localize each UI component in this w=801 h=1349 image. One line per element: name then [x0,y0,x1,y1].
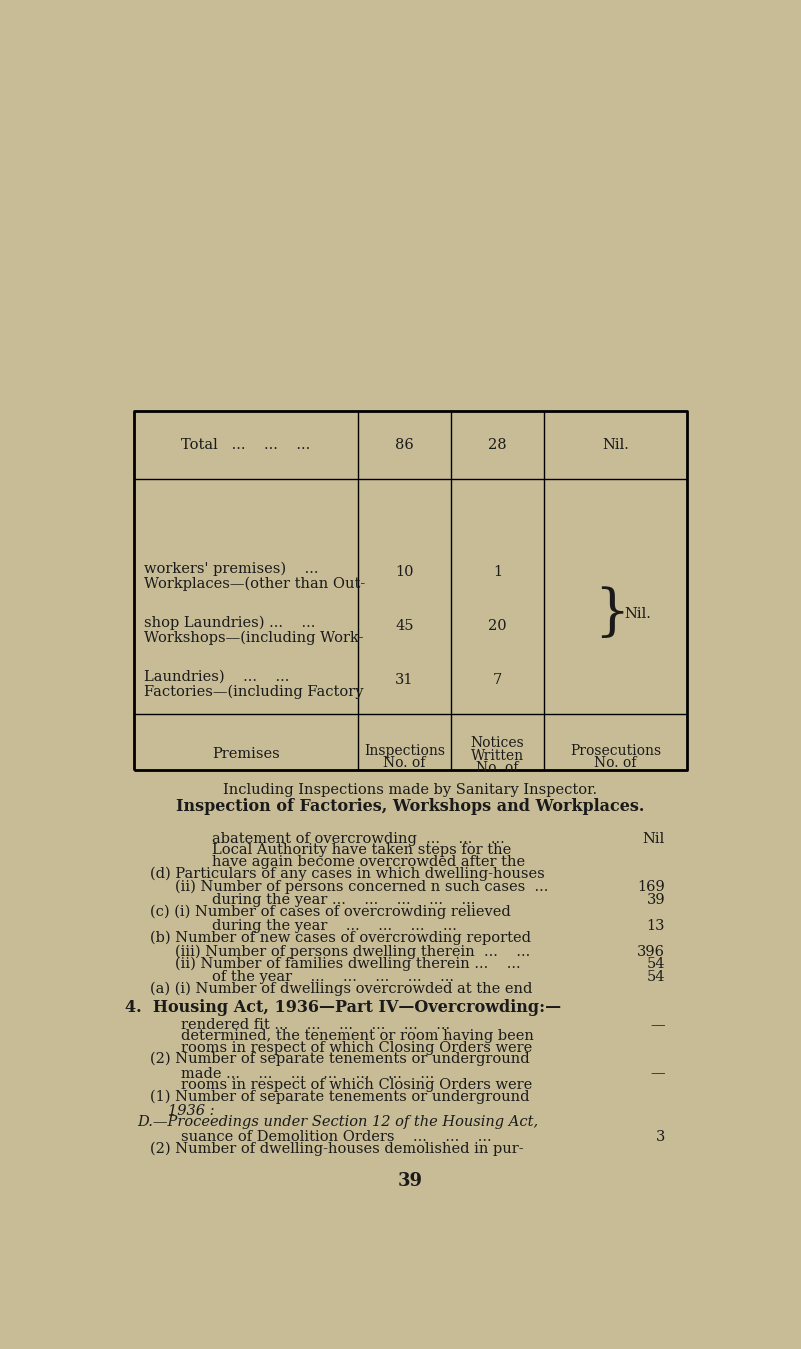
Text: No. of: No. of [594,755,637,770]
Text: 45: 45 [395,619,413,633]
Text: Factories—(including Factory: Factories—(including Factory [143,684,363,699]
Text: Total   ...    ...    ...: Total ... ... ... [181,438,311,452]
Text: 169: 169 [638,880,665,893]
Text: suance of Demolition Orders    ...    ...    ...: suance of Demolition Orders ... ... ... [181,1130,492,1144]
Text: 1: 1 [493,565,502,579]
Text: (2) Number of separate tenements or underground: (2) Number of separate tenements or unde… [150,1052,529,1067]
Text: D.—Proceedings under Section 12 of the Housing Act,: D.—Proceedings under Section 12 of the H… [138,1116,538,1129]
Text: Laundries)    ...    ...: Laundries) ... ... [143,670,289,684]
Text: during the year ...    ...    ...    ...    ...: during the year ... ... ... ... ... [211,893,475,907]
Text: 7: 7 [493,673,502,687]
Text: Nil: Nil [642,832,665,846]
Text: during the year    ...    ...    ...    ...: during the year ... ... ... ... [211,919,457,934]
Text: Local Authority have taken steps for the: Local Authority have taken steps for the [211,843,511,857]
Text: 86: 86 [395,438,413,452]
Text: (2) Number of dwelling-houses demolished in pur-: (2) Number of dwelling-houses demolished… [150,1141,523,1156]
Text: have again become overcrowded after the: have again become overcrowded after the [211,855,525,869]
Text: workers' premises)    ...: workers' premises) ... [143,561,318,576]
Text: (c) (i) Number of cases of overcrowding relieved: (c) (i) Number of cases of overcrowding … [150,905,510,919]
Text: 396: 396 [637,946,665,959]
Text: rendered fit ...    ...    ...    ...    ...    ...: rendered fit ... ... ... ... ... ... [181,1017,450,1032]
Text: Notices: Notices [470,737,525,750]
Text: rooms in respect of which Closing Orders were: rooms in respect of which Closing Orders… [181,1078,532,1093]
Text: (ii) Number of families dwelling therein ...    ...: (ii) Number of families dwelling therein… [175,956,520,971]
Text: 20: 20 [488,619,507,633]
Text: 1936 :: 1936 : [168,1103,215,1118]
Text: 13: 13 [646,919,665,934]
Text: Inspection of Factories, Workshops and Workplaces.: Inspection of Factories, Workshops and W… [176,797,645,815]
Text: Premises: Premises [212,747,280,761]
Text: shop Laundries) ...    ...: shop Laundries) ... ... [143,615,315,630]
Text: Prosecutions: Prosecutions [570,743,661,758]
Text: made ...    ...    ...    ...    ...    ...    ...: made ... ... ... ... ... ... ... [181,1067,434,1081]
Text: (iii) Number of persons dwelling therein  ...    ...: (iii) Number of persons dwelling therein… [175,946,530,959]
Text: Workplaces—(other than Out-: Workplaces—(other than Out- [143,576,364,591]
Text: (b) Number of new cases of overcrowding reported: (b) Number of new cases of overcrowding … [150,931,531,944]
Text: (d) Particulars of any cases in which dwelling-houses: (d) Particulars of any cases in which dw… [150,866,545,881]
Text: 4.  Housing Act, 1936—Part IV—Overcrowding:—: 4. Housing Act, 1936—Part IV—Overcrowdin… [125,1000,561,1016]
Text: —: — [650,1017,665,1032]
Text: No. of: No. of [383,755,425,770]
Text: No. of: No. of [477,761,518,776]
Text: Nil.: Nil. [602,438,629,452]
Text: Inspections: Inspections [364,743,445,758]
Text: 39: 39 [646,893,665,907]
Text: (1) Number of separate tenements or underground: (1) Number of separate tenements or unde… [150,1090,529,1103]
Text: 3: 3 [656,1130,665,1144]
Text: }: } [594,587,629,641]
Text: 28: 28 [488,438,507,452]
Text: Workshops—(including Work-: Workshops—(including Work- [143,630,363,645]
Text: 31: 31 [395,673,413,687]
Text: 10: 10 [395,565,413,579]
Text: of the year    ...    ...    ...    ...    ...: of the year ... ... ... ... ... [211,970,454,983]
Text: 39: 39 [398,1171,423,1190]
Text: abatement of overcrowding  ...    ...    ...: abatement of overcrowding ... ... ... [211,832,505,846]
Text: rooms in respect of which Closing Orders were: rooms in respect of which Closing Orders… [181,1040,532,1055]
Text: Nil.: Nil. [625,607,651,621]
Text: 54: 54 [646,956,665,970]
Text: (ii) Number of persons concerned n such cases  ...: (ii) Number of persons concerned n such … [175,880,548,894]
Text: 54: 54 [646,970,665,983]
Text: Written: Written [471,749,524,762]
Text: —: — [650,1067,665,1081]
Text: determined, the tenement or room having been: determined, the tenement or room having … [181,1029,533,1043]
Text: Including Inspections made by Sanitary Inspector.: Including Inspections made by Sanitary I… [223,782,598,797]
Text: (a) (i) Number of dwellings overcrowded at the end: (a) (i) Number of dwellings overcrowded … [150,982,532,996]
